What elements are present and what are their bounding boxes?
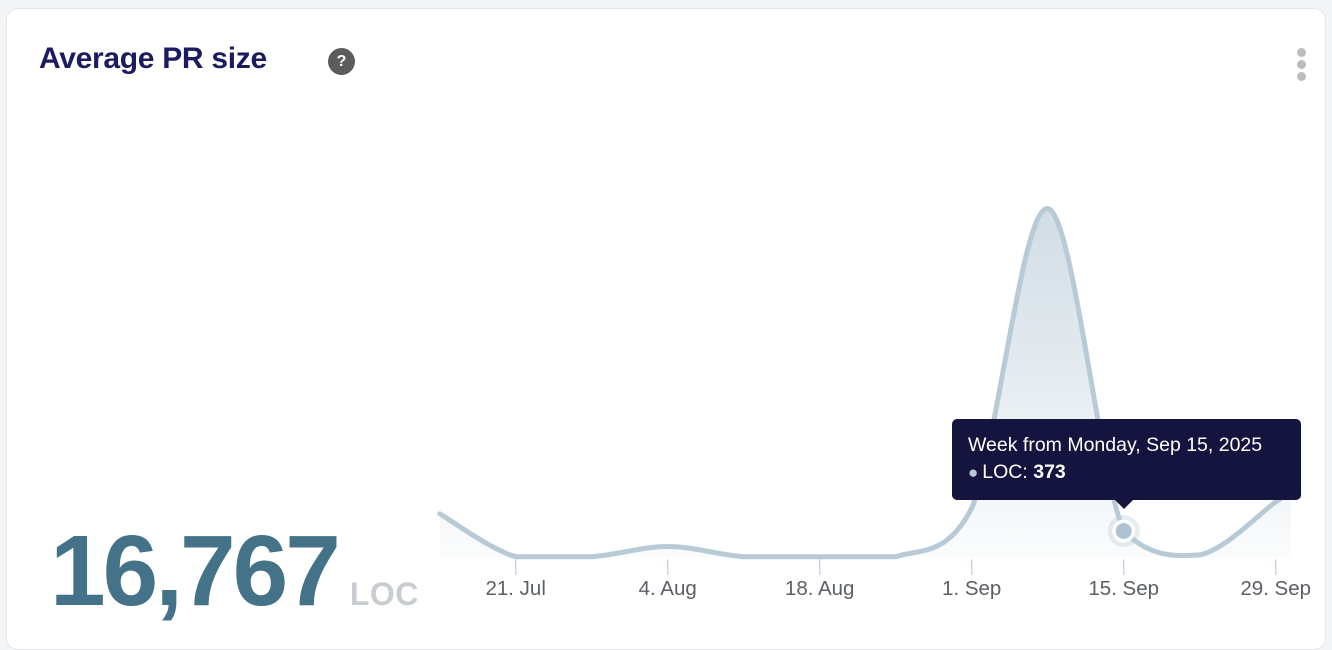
x-axis-label: 1. Sep bbox=[942, 577, 1001, 600]
kebab-menu-icon[interactable] bbox=[1295, 46, 1308, 83]
metric-card: Average PR size ? 21. Jul 4. Aug 18. Aug 1.… bbox=[6, 8, 1326, 650]
kebab-dot bbox=[1297, 60, 1306, 69]
x-axis-label: 15. Sep bbox=[1088, 577, 1159, 600]
help-icon[interactable]: ? bbox=[328, 48, 355, 75]
hover-point-marker[interactable] bbox=[1115, 523, 1132, 539]
area-fill bbox=[439, 208, 1291, 557]
x-axis-label: 4. Aug bbox=[639, 577, 697, 600]
x-axis-label: 18. Aug bbox=[785, 577, 855, 600]
tooltip-series-row: ● LOC: 373 bbox=[968, 459, 1285, 486]
metric-value: 16,767 bbox=[50, 515, 341, 627]
series-marker-dot: ● bbox=[968, 463, 979, 482]
tooltip-separator: : bbox=[1022, 461, 1034, 483]
kebab-dot bbox=[1297, 48, 1306, 57]
question-mark-glyph: ? bbox=[336, 52, 347, 70]
series-line[interactable] bbox=[437, 206, 1294, 560]
x-axis-label: 29. Sep bbox=[1240, 577, 1311, 600]
metric-value-block: 16,767 LOC bbox=[50, 521, 419, 621]
tooltip-title: Week from Monday, Sep 15, 2025 bbox=[968, 434, 1263, 456]
chart-tooltip: Week from Monday, Sep 15, 2025 ● LOC: 373 bbox=[952, 419, 1301, 509]
kebab-dot bbox=[1297, 72, 1306, 81]
x-axis-label: 21. Jul bbox=[485, 577, 545, 600]
metric-unit: LOC bbox=[349, 576, 419, 612]
tooltip-series-label: LOC bbox=[982, 461, 1023, 483]
tooltip-value: 373 bbox=[1033, 461, 1066, 483]
card-title: Average PR size bbox=[39, 42, 267, 75]
